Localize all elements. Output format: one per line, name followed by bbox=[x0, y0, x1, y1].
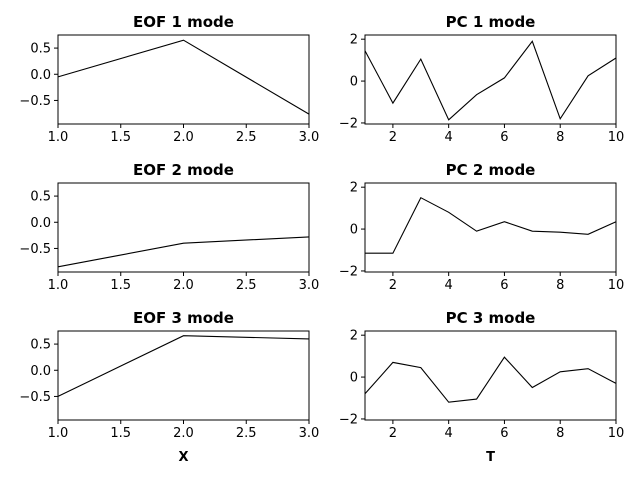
series-line bbox=[364, 356, 617, 403]
axes-frame bbox=[57, 330, 310, 421]
series-line bbox=[365, 196, 617, 254]
x-tick-label: 10 bbox=[608, 130, 625, 145]
series-line bbox=[57, 335, 310, 397]
x-tick-label: 6 bbox=[500, 426, 508, 441]
x-tick-label: 2.0 bbox=[173, 278, 194, 293]
x-tick-label: 2.5 bbox=[236, 130, 257, 145]
subplot-title: EOF 3 mode bbox=[133, 309, 234, 327]
y-tick-label: −0.5 bbox=[19, 390, 51, 405]
subplot-title: EOF 1 mode bbox=[133, 13, 234, 31]
x-tick-label: 4 bbox=[445, 278, 453, 293]
axes-frame bbox=[364, 34, 617, 125]
series-line bbox=[364, 40, 617, 121]
y-tick-label: 0.0 bbox=[30, 216, 51, 231]
y-tick-label: 0.5 bbox=[30, 42, 51, 57]
x-tick-label: 2 bbox=[389, 426, 397, 441]
x-tick-label: 2.0 bbox=[173, 426, 194, 441]
y-tick-label: 2 bbox=[350, 33, 358, 48]
subplot-5: 1.0 1.5 2.0 2.5 3.0 0.5 0.0 −0.5 EOF 3 mode X bbox=[19, 309, 319, 465]
y-tick-label: 0.5 bbox=[30, 190, 51, 205]
y-tick-label: 0.0 bbox=[30, 364, 51, 379]
axes-frame bbox=[364, 182, 617, 273]
x-tick-label: 2.5 bbox=[236, 426, 257, 441]
x-tick-label: 1.0 bbox=[48, 130, 69, 145]
x-tick-label: 6 bbox=[500, 130, 508, 145]
x-tick-label: 8 bbox=[556, 426, 564, 441]
x-tick-label: 1.0 bbox=[48, 278, 69, 293]
subplot-1: 1.0 1.5 2.0 2.5 3.0 0.5 0.0 −0.5 EOF 1 mode bbox=[19, 13, 319, 145]
subplot-2: 2 4 6 8 10 2 0 −2 PC 1 mode bbox=[339, 13, 624, 145]
y-tick-label: 0.0 bbox=[30, 68, 51, 83]
axes-frame bbox=[57, 182, 310, 273]
x-tick-label: 4 bbox=[445, 130, 453, 145]
y-tick-label: −2 bbox=[339, 412, 358, 427]
y-tick-label: 0 bbox=[350, 371, 358, 386]
x-tick-label: 1.5 bbox=[110, 278, 131, 293]
x-tick-label: 4 bbox=[445, 426, 453, 441]
x-tick-label: 10 bbox=[608, 278, 625, 293]
x-tick-label: 2.0 bbox=[173, 130, 194, 145]
series-line bbox=[57, 236, 310, 268]
subplot-title: EOF 2 mode bbox=[133, 161, 234, 179]
subplot-title: PC 2 mode bbox=[446, 161, 536, 179]
subplot-title: PC 3 mode bbox=[446, 309, 536, 327]
axes-frame bbox=[57, 34, 310, 125]
subplot-4: 2 4 6 8 10 2 0 −2 PC 2 mode bbox=[339, 161, 624, 293]
y-tick-label: 0.5 bbox=[30, 338, 51, 353]
y-tick-label: 2 bbox=[350, 329, 358, 344]
axes-frame bbox=[364, 330, 617, 421]
y-tick-label: 0 bbox=[350, 75, 358, 90]
x-tick-label: 1.0 bbox=[48, 426, 69, 441]
x-tick-label: 6 bbox=[500, 278, 508, 293]
x-tick-label: 8 bbox=[556, 130, 564, 145]
subplot-title: PC 1 mode bbox=[446, 13, 536, 31]
y-tick-label: 2 bbox=[350, 181, 358, 196]
x-tick-label: 10 bbox=[608, 426, 625, 441]
series-line bbox=[57, 39, 310, 115]
y-tick-label: −2 bbox=[339, 264, 358, 279]
x-tick-label: 3.0 bbox=[299, 130, 320, 145]
x-tick-label: 2 bbox=[389, 130, 397, 145]
x-tick-label: 1.5 bbox=[110, 130, 131, 145]
y-tick-label: −0.5 bbox=[19, 94, 51, 109]
x-tick-label: 2 bbox=[389, 278, 397, 293]
x-axis-label: X bbox=[178, 450, 188, 465]
x-tick-label: 3.0 bbox=[299, 278, 320, 293]
y-tick-label: 0 bbox=[350, 223, 358, 238]
x-axis-label: T bbox=[486, 450, 495, 465]
y-tick-label: −2 bbox=[339, 116, 358, 131]
x-tick-label: 3.0 bbox=[299, 426, 320, 441]
x-tick-label: 1.5 bbox=[110, 426, 131, 441]
y-tick-label: −0.5 bbox=[19, 242, 51, 257]
x-tick-label: 8 bbox=[556, 278, 564, 293]
subplot-3: 1.0 1.5 2.0 2.5 3.0 0.5 0.0 −0.5 EOF 2 mode bbox=[19, 161, 319, 293]
subplot-6: 2 4 6 8 10 2 0 −2 PC 3 mode T bbox=[339, 309, 624, 465]
x-tick-label: 2.5 bbox=[236, 278, 257, 293]
